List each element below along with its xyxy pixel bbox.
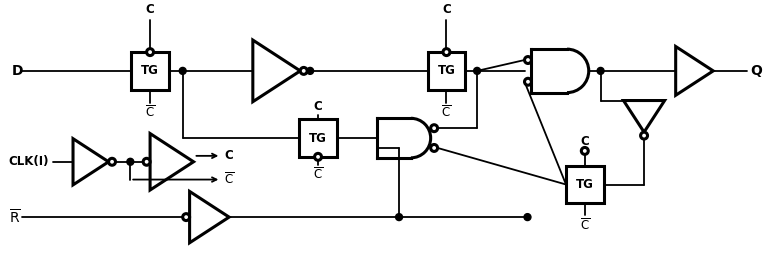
- Text: $\mathsf{\overline{R}}$: $\mathsf{\overline{R}}$: [8, 208, 21, 226]
- Text: TG: TG: [141, 64, 159, 77]
- Text: CLK(I): CLK(I): [8, 155, 49, 168]
- Circle shape: [300, 67, 307, 74]
- Polygon shape: [73, 139, 109, 185]
- Circle shape: [315, 153, 322, 160]
- Text: C: C: [581, 134, 589, 148]
- Circle shape: [430, 145, 437, 152]
- Text: C: C: [442, 3, 451, 16]
- Polygon shape: [624, 100, 665, 132]
- Text: $\mathsf{\overline{C}}$: $\mathsf{\overline{C}}$: [145, 105, 155, 120]
- Bar: [131, 52, 169, 90]
- Circle shape: [430, 125, 437, 132]
- Circle shape: [146, 49, 153, 56]
- Text: TG: TG: [309, 132, 327, 145]
- Circle shape: [524, 214, 531, 221]
- Text: D: D: [11, 64, 23, 78]
- Circle shape: [473, 67, 480, 74]
- Text: $\mathsf{\overline{C}}$: $\mathsf{\overline{C}}$: [580, 217, 590, 233]
- Text: Q: Q: [750, 64, 761, 78]
- Text: TG: TG: [437, 64, 456, 77]
- Polygon shape: [676, 46, 713, 95]
- Circle shape: [640, 132, 647, 139]
- Circle shape: [525, 56, 532, 63]
- Circle shape: [109, 158, 116, 165]
- Bar: [300, 119, 337, 157]
- Circle shape: [179, 67, 186, 74]
- Text: TG: TG: [576, 178, 594, 191]
- Text: $\mathsf{\overline{C}}$: $\mathsf{\overline{C}}$: [224, 172, 234, 187]
- Circle shape: [597, 67, 604, 74]
- Text: C: C: [313, 100, 322, 113]
- Circle shape: [525, 78, 532, 85]
- Circle shape: [581, 147, 588, 154]
- Bar: [566, 166, 604, 203]
- Polygon shape: [150, 134, 194, 190]
- Circle shape: [143, 158, 150, 165]
- Circle shape: [182, 214, 190, 221]
- Text: C: C: [146, 3, 155, 16]
- Circle shape: [395, 214, 402, 221]
- Polygon shape: [253, 40, 300, 102]
- Circle shape: [127, 158, 134, 165]
- Polygon shape: [190, 191, 229, 243]
- Text: $\mathsf{\overline{C}}$: $\mathsf{\overline{C}}$: [441, 105, 452, 120]
- Circle shape: [306, 67, 313, 74]
- Bar: [427, 52, 465, 90]
- Text: $\mathsf{\overline{C}}$: $\mathsf{\overline{C}}$: [313, 167, 323, 182]
- Circle shape: [443, 49, 450, 56]
- Text: C: C: [224, 149, 234, 162]
